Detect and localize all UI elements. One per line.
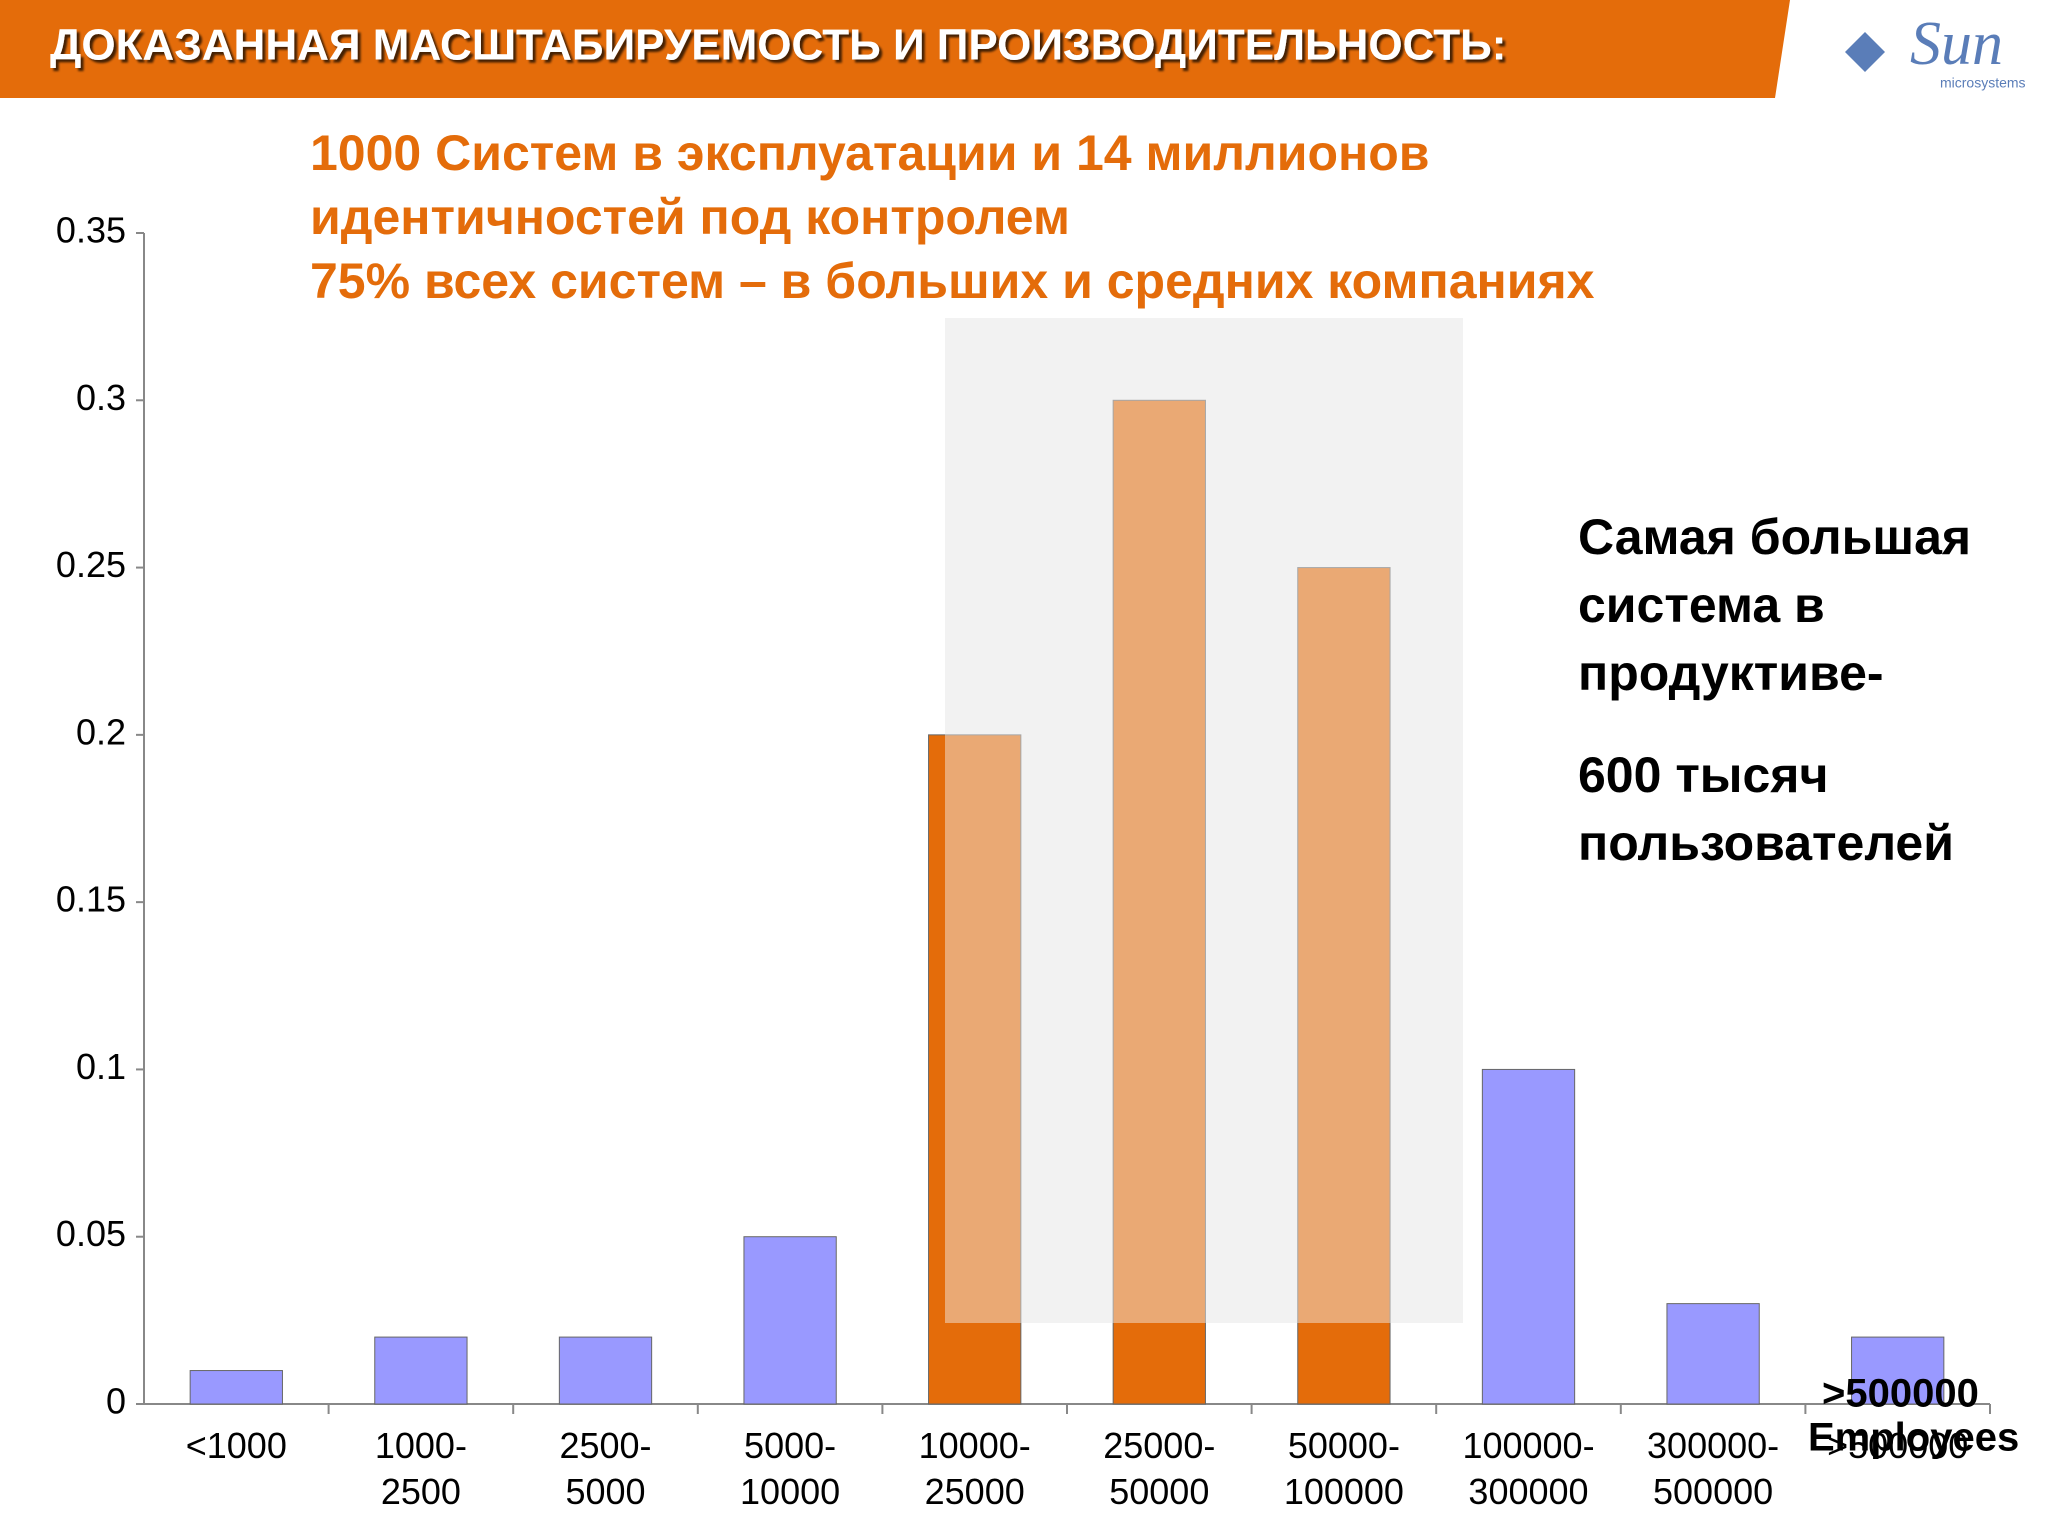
- y-tick-label: 0.15: [56, 879, 126, 920]
- x-tick-label: 10000-25000: [919, 1425, 1031, 1512]
- x-tick-label: 5000-10000: [740, 1425, 840, 1512]
- y-tick-label: 0.3: [76, 377, 126, 418]
- logo: [1845, 32, 1885, 72]
- logo-text: Sun: [1910, 10, 2003, 78]
- annotation-line: система в: [1578, 577, 1825, 633]
- annotation-line: 600 тысяч: [1578, 747, 1829, 803]
- subtitle-line: 1000 Систем в эксплуатации и 14 миллионо…: [310, 125, 1430, 181]
- y-tick-label: 0.05: [56, 1213, 126, 1254]
- bar: [374, 1336, 468, 1405]
- bar: [743, 1236, 837, 1405]
- bar: [1851, 1336, 1945, 1405]
- x-tick-label: 300000-500000: [1647, 1425, 1779, 1512]
- x-tick-label: 50000-100000: [1284, 1425, 1404, 1512]
- bar: [1666, 1303, 1760, 1405]
- annotation-line: Самая большая: [1578, 509, 1971, 565]
- unit-label: Employees: [1808, 1416, 2019, 1460]
- y-tick-label: 0: [106, 1381, 126, 1422]
- unit-label: >500000: [1822, 1372, 1979, 1416]
- logo-mark: [1845, 32, 1885, 72]
- highlight-overlay: [945, 318, 1463, 1323]
- annotation-line: пользователей: [1578, 815, 1954, 871]
- bar: [558, 1336, 653, 1405]
- header-title: ДОКАЗАННАЯ МАСШТАБИРУЕМОСТЬ И ПРОИЗВОДИТ…: [50, 21, 1506, 70]
- y-tick-label: 0.2: [76, 711, 126, 752]
- x-tick-label: 100000-300000: [1462, 1425, 1594, 1512]
- bar: [928, 734, 1022, 1405]
- x-tick-label: <1000: [186, 1425, 287, 1466]
- y-tick-label: 0.25: [56, 544, 126, 585]
- logo-subtext: microsystems: [1940, 75, 2026, 91]
- x-tick-label: 25000-50000: [1103, 1425, 1215, 1512]
- x-tick-label: >500000: [1827, 1425, 1968, 1466]
- x-tick-label: 1000-2500: [375, 1425, 467, 1512]
- bar: [1112, 399, 1206, 1405]
- bar: [1297, 567, 1391, 1405]
- subtitle-line: 75% всех систем – в больших и средних ко…: [310, 253, 1595, 309]
- y-tick-label: 0.1: [76, 1046, 126, 1087]
- annotation-line: продуктиве-: [1578, 645, 1884, 701]
- bar: [189, 1370, 283, 1405]
- bar: [1481, 1068, 1576, 1405]
- y-tick-label: 0.35: [56, 210, 126, 251]
- header-bar: [0, 0, 1790, 98]
- x-tick-label: 2500-5000: [559, 1425, 651, 1512]
- subtitle-line: идентичностей под контролем: [310, 189, 1070, 245]
